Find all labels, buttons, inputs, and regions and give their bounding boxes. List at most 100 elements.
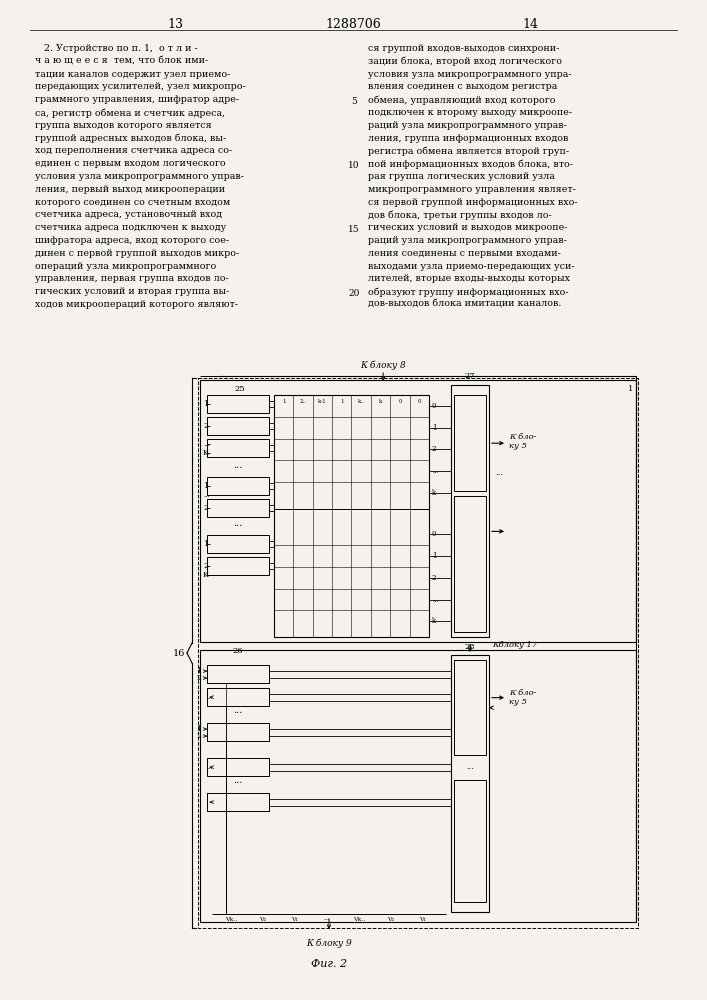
Text: раций узла микропрограммного управ-: раций узла микропрограммного управ- xyxy=(368,236,567,245)
Text: 0: 0 xyxy=(398,399,402,404)
Text: k: k xyxy=(432,617,436,625)
Text: граммного управления, шифратор адре-: граммного управления, шифратор адре- xyxy=(35,95,239,104)
Text: ...: ... xyxy=(206,693,213,701)
Bar xyxy=(198,378,638,928)
Bar xyxy=(207,688,269,706)
Text: ...: ... xyxy=(206,763,213,771)
Text: К блоку 8: К блоку 8 xyxy=(361,360,406,370)
Text: 20: 20 xyxy=(349,289,360,298)
Text: 1: 1 xyxy=(196,725,201,733)
Text: k: k xyxy=(379,399,382,404)
Bar xyxy=(454,395,486,491)
Text: k..: k.. xyxy=(358,399,365,404)
Bar xyxy=(207,535,269,553)
Text: ...: ... xyxy=(233,518,243,528)
Text: ...: ... xyxy=(233,460,243,470)
Bar xyxy=(207,477,269,495)
Text: 2. Устройство по п. 1,  о т л и -: 2. Устройство по п. 1, о т л и - xyxy=(35,44,198,53)
Bar xyxy=(451,655,489,912)
Text: подключен к второму выходу микроопе-: подключен к второму выходу микроопе- xyxy=(368,108,572,117)
Text: 1: 1 xyxy=(340,399,344,404)
Text: счетчика адреса, установочный вход: счетчика адреса, установочный вход xyxy=(35,210,222,219)
Text: передающих усилителей, узел микропро-: передающих усилителей, узел микропро- xyxy=(35,82,246,91)
Text: ход переполнения счетчика адреса со-: ход переполнения счетчика адреса со- xyxy=(35,146,233,155)
Text: 14: 14 xyxy=(522,18,538,31)
Text: 15: 15 xyxy=(348,225,360,234)
Bar xyxy=(454,780,486,902)
Text: выходами узла приемо-передающих уси-: выходами узла приемо-передающих уси- xyxy=(368,262,575,271)
Text: Кблоку 17: Кблоку 17 xyxy=(492,641,537,649)
Text: К бло-
ку 5: К бло- ку 5 xyxy=(509,689,537,706)
Text: 0: 0 xyxy=(418,399,421,404)
Bar xyxy=(274,395,429,637)
Text: 2: 2 xyxy=(203,504,208,512)
Text: ---: --- xyxy=(324,917,330,922)
Text: 1: 1 xyxy=(282,399,286,404)
Text: счетчика адреса подключен к выходу: счетчика адреса подключен к выходу xyxy=(35,223,226,232)
Text: шифратора адреса, вход которого сое-: шифратора адреса, вход которого сое- xyxy=(35,236,229,245)
Text: 0: 0 xyxy=(432,530,436,538)
Text: К бло-
ку 5: К бло- ку 5 xyxy=(509,433,537,450)
Text: условия узла микропрограммного упра-: условия узла микропрограммного упра- xyxy=(368,70,572,79)
Bar xyxy=(207,499,269,517)
Text: Фиг. 2: Фиг. 2 xyxy=(311,959,347,969)
Text: зации блока, второй вход логического: зации блока, второй вход логического xyxy=(368,57,562,66)
Text: k: k xyxy=(432,489,436,497)
Bar xyxy=(207,758,269,776)
Bar xyxy=(207,793,269,811)
Text: ...: ... xyxy=(466,763,474,771)
Text: ...: ... xyxy=(233,776,243,785)
Bar xyxy=(207,665,269,683)
Text: 1: 1 xyxy=(203,400,208,408)
Text: 1288706: 1288706 xyxy=(325,18,381,31)
Text: ления, первый выход микрооперации: ления, первый выход микрооперации xyxy=(35,185,225,194)
Text: лителей, вторые входы-выходы которых: лителей, вторые входы-выходы которых xyxy=(368,274,570,283)
Text: обмена, управляющий вход которого: обмена, управляющий вход которого xyxy=(368,95,556,105)
Text: Vk..: Vk.. xyxy=(353,917,365,922)
Text: 2: 2 xyxy=(196,674,201,682)
Text: 1: 1 xyxy=(628,385,633,393)
Text: дов-выходов блока имитации каналов.: дов-выходов блока имитации каналов. xyxy=(368,300,561,309)
Text: 1: 1 xyxy=(203,540,208,548)
Text: микропрограммного управления являет-: микропрограммного управления являет- xyxy=(368,185,576,194)
Text: гических условий и выходов микроопе-: гических условий и выходов микроопе- xyxy=(368,223,568,232)
Text: ...: ... xyxy=(495,469,503,477)
Text: тации каналов содержит узел приемо-: тации каналов содержит узел приемо- xyxy=(35,70,230,79)
Text: ления соединены с первыми входами-: ления соединены с первыми входами- xyxy=(368,249,561,258)
Text: группой адресных выходов блока, вы-: группой адресных выходов блока, вы- xyxy=(35,134,226,143)
Text: единен с первым входом логического: единен с первым входом логического xyxy=(35,159,226,168)
Bar xyxy=(200,380,636,642)
Text: ся первой группой информационных вхо-: ся первой группой информационных вхо- xyxy=(368,198,578,207)
Text: группа выходов которого является: группа выходов которого является xyxy=(35,121,212,130)
Bar xyxy=(207,557,269,575)
Bar xyxy=(207,439,269,457)
Text: 10: 10 xyxy=(349,161,360,170)
Text: 2: 2 xyxy=(196,732,201,740)
Text: 25: 25 xyxy=(235,385,245,393)
Text: которого соединен со счетным входом: которого соединен со счетным входом xyxy=(35,198,230,207)
Text: условия узла микропрограммного управ-: условия узла микропрограммного управ- xyxy=(35,172,244,181)
Text: дов блока, третьи группы входов ло-: дов блока, третьи группы входов ло- xyxy=(368,210,551,220)
Text: 1: 1 xyxy=(196,667,201,675)
Text: ся группой входов-выходов синхрони-: ся группой входов-выходов синхрони- xyxy=(368,44,559,53)
Text: 2: 2 xyxy=(203,562,208,570)
Text: ...: ... xyxy=(233,706,243,715)
Text: 26: 26 xyxy=(233,647,243,655)
Text: гических условий и вторая группа вы-: гических условий и вторая группа вы- xyxy=(35,287,229,296)
Text: 27: 27 xyxy=(464,372,475,380)
Text: K: K xyxy=(203,571,209,579)
Text: ...: ... xyxy=(432,596,439,604)
Text: ч а ю щ е е с я  тем, что блок ими-: ч а ю щ е е с я тем, что блок ими- xyxy=(35,57,209,66)
Text: ...: ... xyxy=(203,440,210,448)
Text: V₁: V₁ xyxy=(419,917,426,922)
Bar xyxy=(454,496,486,632)
Text: K: K xyxy=(203,449,209,457)
Text: пой информационных входов блока, вто-: пой информационных входов блока, вто- xyxy=(368,159,573,169)
Text: вления соединен с выходом регистра: вления соединен с выходом регистра xyxy=(368,82,557,91)
Bar xyxy=(451,385,489,637)
Text: 0: 0 xyxy=(432,402,436,410)
Bar xyxy=(207,723,269,741)
Text: 13: 13 xyxy=(167,18,183,31)
Text: регистра обмена является второй груп-: регистра обмена является второй груп- xyxy=(368,146,569,156)
Text: 16: 16 xyxy=(173,648,185,658)
